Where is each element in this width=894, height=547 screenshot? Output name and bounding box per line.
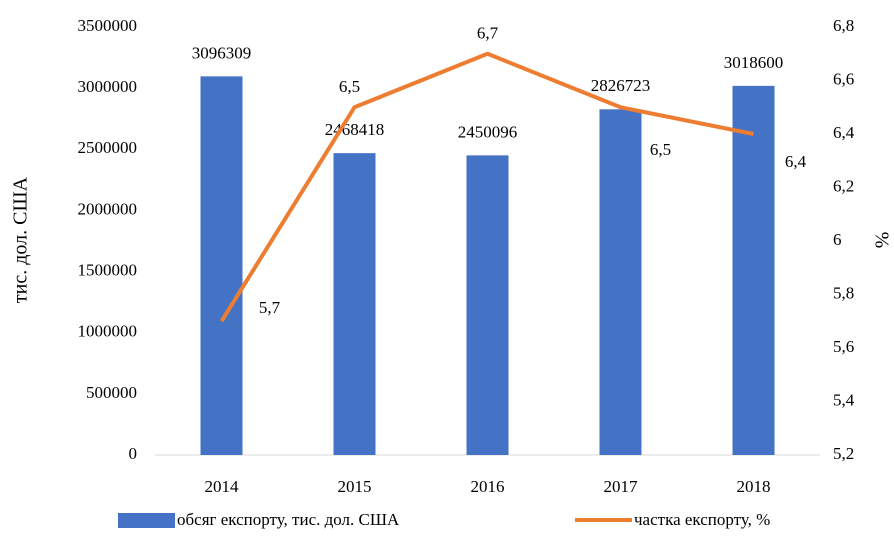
bar [732,85,775,455]
y-tick-label: 3000000 [78,77,138,96]
bar-value-label: 2468418 [325,120,385,139]
bar [200,76,243,456]
x-tick-label: 2014 [205,477,240,496]
y2-tick-label: 5,6 [833,337,854,356]
x-tick-label: 2015 [338,477,372,496]
bar-value-label: 3096309 [192,43,252,62]
bar-value-label: 2826723 [591,76,651,95]
x-tick-label: 2016 [471,477,505,496]
legend-label: обсяг експорту, тис. дол. США [177,510,400,529]
bar-value-label: 3018600 [724,53,784,72]
y-tick-label: 1000000 [78,322,138,341]
y2-tick-label: 6,4 [833,123,855,142]
line-value-label: 6,5 [650,140,671,159]
y-tick-label: 2000000 [78,199,138,218]
y-tick-label: 0 [129,444,138,463]
y-tick-label: 2500000 [78,138,138,157]
y2-tick-label: 6,6 [833,69,854,88]
y2-tick-label: 5,4 [833,390,855,409]
legend-label: частка експорту, % [634,510,770,529]
y2-tick-label: 5,8 [833,283,854,302]
bar [599,109,642,456]
legend-swatch [118,513,175,528]
y-tick-label: 3500000 [78,16,138,35]
x-tick-label: 2018 [737,477,771,496]
y2-tick-label: 6,2 [833,176,854,195]
y2-tick-label: 6,8 [833,16,854,35]
bar-value-label: 2450096 [458,122,518,141]
y-tick-label: 1500000 [78,260,138,279]
line-value-label: 5,7 [259,298,281,317]
y-tick-label: 500000 [86,383,137,402]
y2-tick-label: 6 [833,230,842,249]
x-tick-label: 2017 [604,477,639,496]
line [219,51,754,323]
line-value-label: 6,7 [477,24,499,43]
bar [466,155,509,456]
y-axis-label: тис. дол. США [10,176,32,303]
y2-axis-label: % [870,232,892,249]
bar [333,153,376,455]
y2-tick-label: 5,2 [833,444,854,463]
line-value-label: 6,5 [339,77,360,96]
line-value-label: 6,4 [785,152,807,171]
